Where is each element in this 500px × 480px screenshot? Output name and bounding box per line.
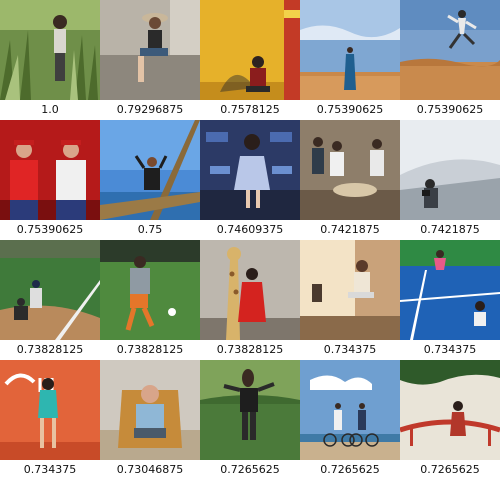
result-tile[interactable]: 0.734375 [400, 240, 500, 360]
result-tile[interactable]: 0.74609375 [200, 120, 300, 240]
result-thumbnail[interactable] [200, 0, 300, 100]
similarity-score: 0.75390625 [316, 103, 384, 116]
result-thumbnail[interactable] [200, 360, 300, 460]
result-tile[interactable]: 0.734375 [0, 360, 100, 480]
result-thumbnail[interactable] [200, 120, 300, 220]
result-thumbnail[interactable] [300, 240, 400, 340]
result-thumbnail[interactable] [100, 0, 200, 100]
result-tile[interactable]: 0.73828125 [0, 240, 100, 360]
result-tile[interactable]: 0.7265625 [300, 360, 400, 480]
similarity-score: 0.73046875 [116, 463, 184, 476]
similarity-score: 0.74609375 [216, 223, 284, 236]
result-tile[interactable]: 0.75390625 [400, 0, 500, 120]
similarity-score: 0.7265625 [220, 463, 280, 476]
result-thumbnail[interactable] [400, 120, 500, 220]
result-tile[interactable]: 0.75390625 [0, 120, 100, 240]
result-tile[interactable]: 0.75 [100, 120, 200, 240]
similarity-score: 0.7578125 [220, 103, 280, 116]
similarity-score: 1.0 [41, 103, 59, 116]
similarity-score: 0.7421875 [320, 223, 380, 236]
similarity-score: 0.73828125 [16, 343, 84, 356]
similarity-score: 0.75 [137, 223, 163, 236]
similarity-score: 0.734375 [323, 343, 377, 356]
result-tile[interactable]: 0.7265625 [400, 360, 500, 480]
result-tile[interactable]: 0.7421875 [300, 120, 400, 240]
result-tile[interactable]: 0.73828125 [200, 240, 300, 360]
similarity-score: 0.73828125 [116, 343, 184, 356]
result-tile[interactable]: 0.73828125 [100, 240, 200, 360]
result-tile[interactable]: 0.7578125 [200, 0, 300, 120]
result-tile[interactable]: 0.75390625 [300, 0, 400, 120]
similarity-score: 0.79296875 [116, 103, 184, 116]
result-thumbnail[interactable] [200, 240, 300, 340]
result-thumbnail[interactable] [0, 240, 100, 340]
similarity-score: 0.73828125 [216, 343, 284, 356]
result-thumbnail[interactable] [400, 0, 500, 100]
result-thumbnail[interactable] [400, 360, 500, 460]
result-thumbnail[interactable] [300, 120, 400, 220]
similarity-score: 0.7421875 [420, 223, 480, 236]
result-tile[interactable]: 0.734375 [300, 240, 400, 360]
result-tile[interactable]: 0.79296875 [100, 0, 200, 120]
similarity-score: 0.734375 [423, 343, 477, 356]
similarity-score: 0.75390625 [416, 103, 484, 116]
result-thumbnail[interactable] [0, 0, 100, 100]
result-thumbnail[interactable] [400, 240, 500, 340]
result-thumbnail[interactable] [100, 120, 200, 220]
result-tile[interactable]: 0.7265625 [200, 360, 300, 480]
result-tile[interactable]: 1.0 [0, 0, 100, 120]
result-thumbnail[interactable] [0, 120, 100, 220]
result-thumbnail[interactable] [0, 360, 100, 460]
similarity-score: 0.7265625 [320, 463, 380, 476]
similarity-score: 0.7265625 [420, 463, 480, 476]
result-thumbnail[interactable] [100, 360, 200, 460]
similarity-score: 0.734375 [23, 463, 77, 476]
result-tile[interactable]: 0.7421875 [400, 120, 500, 240]
result-thumbnail[interactable] [300, 0, 400, 100]
result-thumbnail[interactable] [300, 360, 400, 460]
result-thumbnail[interactable] [100, 240, 200, 340]
result-tile[interactable]: 0.73046875 [100, 360, 200, 480]
similarity-score: 0.75390625 [16, 223, 84, 236]
